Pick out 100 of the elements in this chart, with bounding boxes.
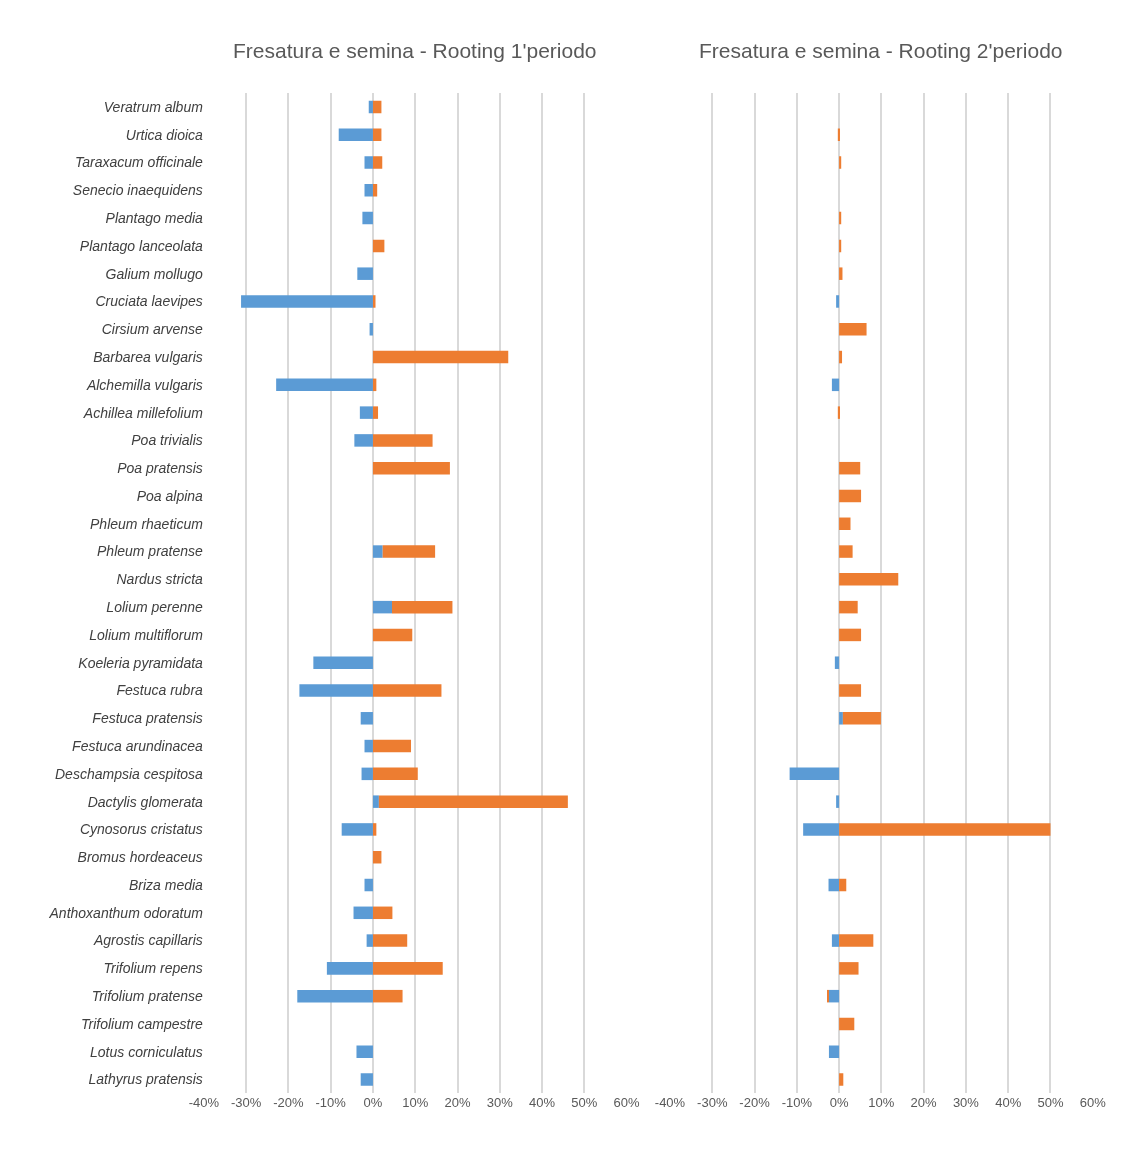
x-tick-label: -10%: [315, 1095, 347, 1111]
y-tick-label: Trifolium campestre: [80, 1015, 204, 1032]
y-tick-label: Urtica dioica: [125, 126, 204, 143]
bar: [839, 712, 843, 725]
bar: [372, 434, 433, 447]
bar: [372, 545, 383, 558]
x-tick-label: 50%: [571, 1095, 598, 1111]
bar: [356, 1045, 373, 1058]
x-tick-label: 0%: [829, 1095, 849, 1111]
y-tick-label: Plantago lanceolata: [79, 237, 204, 254]
bar: [839, 573, 899, 586]
bar: [831, 378, 840, 392]
bar: [372, 850, 382, 864]
y-tick-label: Veratrum album: [103, 98, 204, 115]
y-tick-label: Plantago media: [105, 210, 204, 226]
x-tick-label: -40%: [654, 1095, 686, 1111]
bar: [372, 184, 378, 197]
y-tick-label: Barbarea vulgaris: [93, 348, 203, 365]
bar: [831, 934, 840, 947]
x-tick-label: 60%: [613, 1095, 641, 1111]
y-tick-label: Lolium perenne: [106, 599, 204, 616]
bar: [839, 878, 847, 892]
x-tick-label: 50%: [1037, 1095, 1064, 1111]
bar: [382, 545, 436, 558]
bar: [839, 517, 851, 531]
x-tick-label: -40%: [188, 1095, 220, 1111]
bar: [372, 767, 418, 781]
bar: [839, 934, 874, 947]
y-tick-label: Trifolium pratense: [91, 988, 204, 1005]
bar: [372, 350, 509, 364]
bar: [839, 1073, 844, 1086]
bar: [326, 962, 373, 975]
y-tick-label: Agrostis capillaris: [92, 932, 203, 949]
bar: [834, 656, 840, 669]
y-tick-label: Senecio inaequidens: [72, 182, 203, 199]
y-tick-label: Poa alpina: [136, 487, 204, 504]
bar: [354, 434, 373, 447]
bar: [372, 739, 412, 753]
bar: [839, 156, 842, 169]
x-tick-label: -20%: [739, 1095, 771, 1111]
bar: [839, 323, 867, 336]
y-tick-label: Cirsium arvense: [101, 321, 204, 338]
y-tick-label: Dactylis glomerata: [87, 793, 204, 810]
y-tick-label: Lolium multiflorum: [89, 626, 204, 643]
bar: [839, 684, 862, 697]
bar: [391, 600, 453, 614]
bar: [357, 267, 373, 280]
bar: [837, 128, 840, 141]
x-tick-label: 20%: [910, 1095, 938, 1111]
bar: [372, 684, 442, 697]
y-tick-label: Phleum pratense: [97, 543, 204, 560]
x-tick-label: -30%: [230, 1095, 262, 1111]
y-tick-label: Taraxacum officinale: [74, 154, 204, 171]
y-tick-label: Lathyrus pratensis: [88, 1071, 203, 1088]
bar: [364, 739, 373, 753]
bar: [839, 350, 843, 364]
bar: [372, 600, 392, 614]
bar: [360, 712, 373, 725]
y-tick-label: Deschampsia cespitosa: [55, 765, 204, 782]
y-tick-label: Poa pratensis: [117, 460, 203, 477]
y-tick-label: Lotus corniculatus: [90, 1043, 203, 1060]
chart-title: Fresatura e semina - Rooting 1'periodo: [233, 39, 597, 62]
y-tick-label: Bromus hordeaceus: [77, 849, 203, 866]
bar: [353, 906, 373, 920]
bar: [828, 989, 840, 1003]
bar: [372, 989, 403, 1003]
bar: [378, 795, 568, 808]
bar: [839, 628, 862, 642]
bar: [839, 962, 859, 975]
y-tick-label: Briza media: [128, 876, 204, 893]
bar: [241, 295, 373, 308]
y-tick-label: Trifolium repens: [103, 960, 203, 977]
x-tick-label: -20%: [273, 1095, 305, 1111]
bar: [313, 656, 373, 669]
bar: [372, 156, 383, 169]
y-tick-label: Koeleria pyramidata: [78, 654, 204, 671]
bar: [297, 989, 373, 1003]
bar: [372, 962, 443, 975]
y-tick-label: Nardus stricta: [116, 571, 204, 588]
x-tick-label: 0%: [363, 1095, 383, 1111]
chart-title: Fresatura e semina - Rooting 2'periodo: [699, 39, 1063, 62]
bar: [372, 406, 379, 419]
bar: [839, 461, 861, 475]
bar: [839, 600, 858, 614]
y-tick-label: Cynosorus cristatus: [79, 821, 203, 838]
x-tick-label: 30%: [486, 1095, 514, 1111]
x-tick-label: 40%: [995, 1095, 1022, 1111]
x-tick-label: 40%: [529, 1095, 556, 1111]
y-tick-label: Phleum rhaeticum: [90, 515, 204, 532]
bar: [839, 267, 843, 280]
bar: [372, 628, 413, 642]
bar: [836, 795, 840, 808]
bar: [360, 1073, 373, 1086]
x-tick-label: -10%: [781, 1095, 813, 1111]
bar: [362, 211, 373, 225]
bar: [789, 767, 840, 781]
bar: [828, 878, 840, 892]
bar: [839, 1017, 855, 1031]
bar: [826, 989, 829, 1003]
bar: [839, 545, 853, 558]
